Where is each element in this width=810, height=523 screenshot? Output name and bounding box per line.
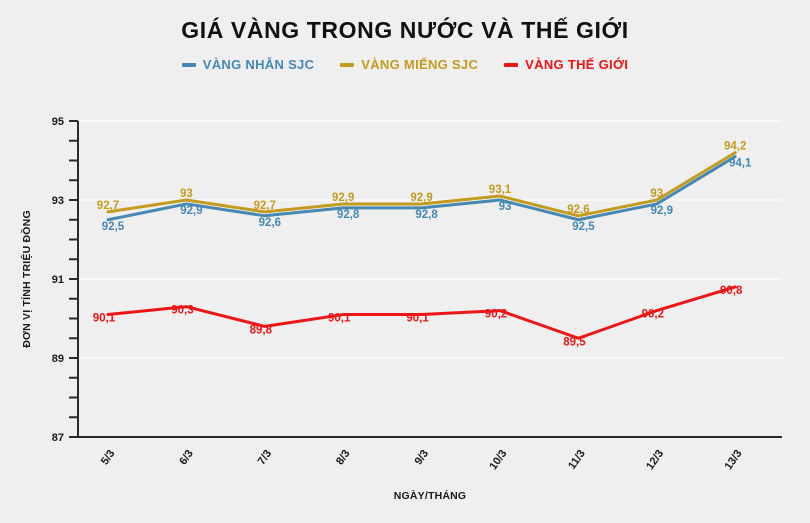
chart-area: 87 89 91 93 95 5/3 6/3 7/3 8/3 9/3 10/3 11/3 12/3 13/…: [0, 17, 810, 518]
svg-text:95: 95: [52, 116, 64, 128]
svg-text:91: 91: [52, 274, 64, 286]
svg-text:10/3: 10/3: [487, 448, 509, 472]
data-label-vang-mieng-sjc: 93: [180, 188, 193, 200]
data-label-vang-the-gioi: 90,1: [328, 313, 351, 325]
line-chart: 87 89 91 93 95 5/3 6/3 7/3 8/3 9/3 10/3 11/3 12/3 13/…: [20, 116, 782, 502]
dash-icon: [504, 62, 519, 67]
data-label-vang-nhan-sjc: 92,8: [415, 209, 438, 221]
y-axis-title: ĐƠN VỊ TÍNH TRIỆU ĐỒNG: [20, 210, 33, 348]
svg-text:13/3: 13/3: [723, 448, 745, 472]
svg-text:5/3: 5/3: [99, 448, 118, 467]
svg-text:87: 87: [52, 432, 64, 444]
y-axis-tick-labels: 87 89 91 93 95: [52, 116, 64, 444]
data-label-vang-mieng-sjc: 92,9: [410, 192, 432, 204]
data-label-vang-mieng-sjc: 93: [650, 188, 663, 200]
data-label-vang-nhan-sjc: 94,1: [729, 158, 752, 170]
data-label-vang-mieng-sjc: 92,7: [254, 200, 276, 212]
svg-text:93: 93: [52, 195, 64, 207]
data-label-vang-nhan-sjc: 93: [499, 201, 512, 213]
legend-label-vang-mieng-sjc: VÀNG MIẾNG SJC: [361, 57, 479, 72]
series-line-vang-the-gioi: [106, 285, 737, 340]
gold-price-infographic: GIÁ VÀNG TRONG NƯỚC VÀ THẾ GIỚI VÀNG NHẪ…: [0, 17, 810, 518]
data-label-vang-nhan-sjc: 92,9: [651, 205, 673, 217]
legend-label-vang-nhan-sjc: VÀNG NHẪN SJC: [202, 57, 315, 72]
svg-text:7/3: 7/3: [256, 448, 275, 467]
legend-item-vang-nhan-sjc: VÀNG NHẪN SJC: [181, 57, 315, 72]
data-label-vang-mieng-sjc: 94,2: [724, 141, 746, 153]
data-label-vang-mieng-sjc: 93,1: [489, 184, 512, 196]
svg-text:8/3: 8/3: [334, 448, 353, 467]
data-label-vang-the-gioi: 89,5: [563, 336, 586, 348]
legend-item-vang-mieng-sjc: VÀNG MIẾNG SJC: [340, 57, 478, 72]
data-label-vang-mieng-sjc: 92,6: [567, 204, 589, 216]
data-label-vang-the-gioi: 90,2: [485, 309, 507, 321]
gridlines: [78, 120, 782, 359]
data-label-vang-the-gioi: 90,1: [406, 313, 429, 325]
series-vang-mieng-sjc: 92,7 93 92,7 92,9 92,9 93,1 92,6 93 94,2: [97, 141, 746, 218]
data-label-vang-the-gioi: 89,8: [250, 324, 273, 336]
data-label-vang-nhan-sjc: 92,8: [337, 209, 360, 221]
dash-icon: [181, 62, 196, 67]
series-line-vang-nhan-sjc: [106, 155, 737, 222]
svg-text:11/3: 11/3: [566, 448, 588, 472]
series-vang-nhan-sjc: 92,5 92,9 92,6 92,8 92,8 93 92,5 92,9 94,1: [102, 155, 752, 233]
x-axis-title: NGÀY/THÁNG: [394, 489, 467, 502]
legend-item-vang-the-gioi: VÀNG THẾ GIỚI: [504, 57, 628, 72]
data-label-vang-the-gioi: 90,8: [720, 285, 743, 297]
axes: [69, 120, 782, 438]
svg-text:12/3: 12/3: [644, 448, 666, 472]
series-vang-the-gioi: 90,1 90,3 89,8 90,1 90,1 90,2 89,5 90,2 90,8: [93, 285, 743, 348]
data-label-vang-the-gioi: 90,2: [642, 309, 664, 321]
svg-text:89: 89: [52, 353, 64, 365]
chart-legend: VÀNG NHẪN SJC VÀNG MIẾNG SJC VÀNG THẾ GI…: [0, 57, 810, 72]
x-axis-tick-labels: 5/3 6/3 7/3 8/3 9/3 10/3 11/3 12/3 13/3: [99, 448, 745, 472]
data-label-vang-nhan-sjc: 92,5: [572, 221, 595, 233]
data-label-vang-nhan-sjc: 92,6: [259, 217, 281, 229]
series-line-vang-mieng-sjc: [106, 151, 737, 218]
data-label-vang-nhan-sjc: 92,5: [102, 221, 125, 233]
chart-title: GIÁ VÀNG TRONG NƯỚC VÀ THẾ GIỚI: [181, 17, 629, 43]
svg-text:6/3: 6/3: [177, 448, 196, 467]
chart-header: GIÁ VÀNG TRONG NƯỚC VÀ THẾ GIỚI VÀNG NHẪ…: [0, 17, 810, 72]
legend-label-vang-the-gioi: VÀNG THẾ GIỚI: [525, 57, 629, 72]
dash-icon: [340, 62, 355, 67]
data-label-vang-mieng-sjc: 92,9: [332, 192, 354, 204]
data-label-vang-mieng-sjc: 92,7: [97, 200, 119, 212]
svg-text:9/3: 9/3: [412, 448, 431, 467]
data-label-vang-the-gioi: 90,1: [93, 313, 116, 325]
data-label-vang-nhan-sjc: 92,9: [180, 205, 202, 217]
data-label-vang-the-gioi: 90,3: [171, 305, 193, 317]
